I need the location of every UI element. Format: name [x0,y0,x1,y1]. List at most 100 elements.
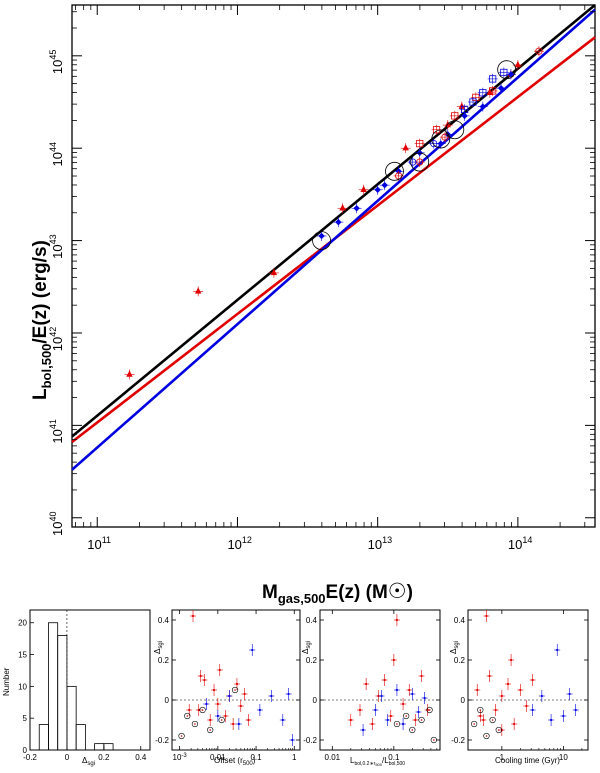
circled-point [489,716,496,724]
cooling-time-frame [467,609,589,751]
data-point [270,268,278,276]
data-point [476,688,479,692]
y-tick-label: 1045 [48,50,65,74]
data-point [389,714,392,718]
x-tick-label: -0.2 [23,753,37,762]
data-point [423,696,426,700]
histogram-bar [48,622,59,751]
y-tick-label: -0.2 [155,736,169,745]
cooling-time-y-label: Δsgi [449,641,460,654]
circled-point [231,686,239,694]
data-point [360,185,367,192]
data-point [239,704,242,708]
data-point [430,139,438,148]
data-point [500,694,503,698]
x-tick-label: 1 [500,753,505,762]
luminosity-ratio-ticks: -0.2 0 0.2 0.4 0.01 0.1 [303,610,440,762]
y-tick-label: 1044 [48,142,65,166]
data-point [488,674,491,678]
data-point [494,708,497,712]
histogram-bar [94,743,105,751]
data-point [497,84,505,92]
y-tick-label: 10 [18,682,27,691]
offset-ticks: -0.2 0 0.2 0.4 10-3 0.01 0.1 1 [155,610,300,762]
histogram-x-label: Δsgi [82,756,95,767]
y-tick-label: 0.4 [158,616,170,625]
data-point [549,718,553,722]
data-point [353,205,360,212]
main-x-axis-label: Mgas,500E(z) (M☉) [262,580,413,606]
data-point [402,144,409,151]
luminosity-ratio-points [320,614,440,744]
data-point [237,722,240,726]
circled-point-center [473,723,475,725]
y-tick-label: 0.2 [306,656,318,665]
data-point [540,694,543,698]
circled-point [426,706,433,714]
data-point [469,98,477,106]
main-fit-lines [71,3,596,471]
fit-line-2 [71,8,596,471]
data-point [514,60,522,68]
highlight-circle [312,231,331,250]
data-point [381,181,388,189]
highlight-circle [431,129,451,149]
data-point [506,682,510,686]
main-y-axis-label: Lbol,500/E(z) (erg/s) [30,240,54,400]
y-tick-label: 1042 [48,327,65,351]
histogram-y-label: Number [2,667,11,696]
main-points [124,46,544,380]
data-point [408,688,411,692]
circled-point-center [234,689,236,691]
data-point [232,722,235,726]
data-point [335,218,342,226]
data-point [377,694,380,698]
data-point [531,678,534,682]
circled-point [207,726,214,734]
y-tick-label: -0.2 [303,736,317,745]
fit-line-0 [71,3,596,438]
data-point [199,674,202,678]
data-point [395,688,399,692]
x-tick-label: 1012 [227,535,251,552]
x-tick-label: 0.1 [388,753,400,762]
data-point [365,682,368,686]
offset-panel: -0.2 0 0.2 0.4 10-3 0.01 0.1 1 Offset (r500) Δs… [153,609,301,767]
data-point [441,133,449,141]
circled-point [393,720,401,728]
circled-point [178,732,185,740]
data-point [291,738,294,742]
data-point [235,682,239,686]
data-point [482,718,485,722]
circled-point [483,732,490,740]
y-tick-label: 0 [23,746,28,755]
data-point [349,718,352,722]
y-tick-label: 0.2 [158,656,170,665]
offset-x-label: Offset (r500) [214,756,256,767]
data-point [411,692,414,696]
histogram-bar [75,724,86,751]
x-tick-label: 0.01 [210,753,226,762]
circled-point-center [180,735,183,737]
data-point [247,718,250,722]
highlight-circle [410,152,430,172]
data-point [437,140,444,147]
highlight-circle [445,120,465,140]
data-point [562,714,565,718]
data-point [417,710,420,714]
data-point [224,714,227,718]
y-tick-label: 0 [461,696,466,705]
histogram-bars [38,610,114,751]
data-point [461,105,469,113]
main-plot-frame [71,4,596,528]
data-point [401,702,405,706]
data-point [395,618,399,622]
data-point [509,658,513,662]
data-point [209,718,212,722]
highlight-circle [385,161,404,181]
x-tick-label: 0 [65,753,70,762]
data-point [519,688,522,692]
data-point [479,103,487,110]
circled-point-center [428,709,431,711]
